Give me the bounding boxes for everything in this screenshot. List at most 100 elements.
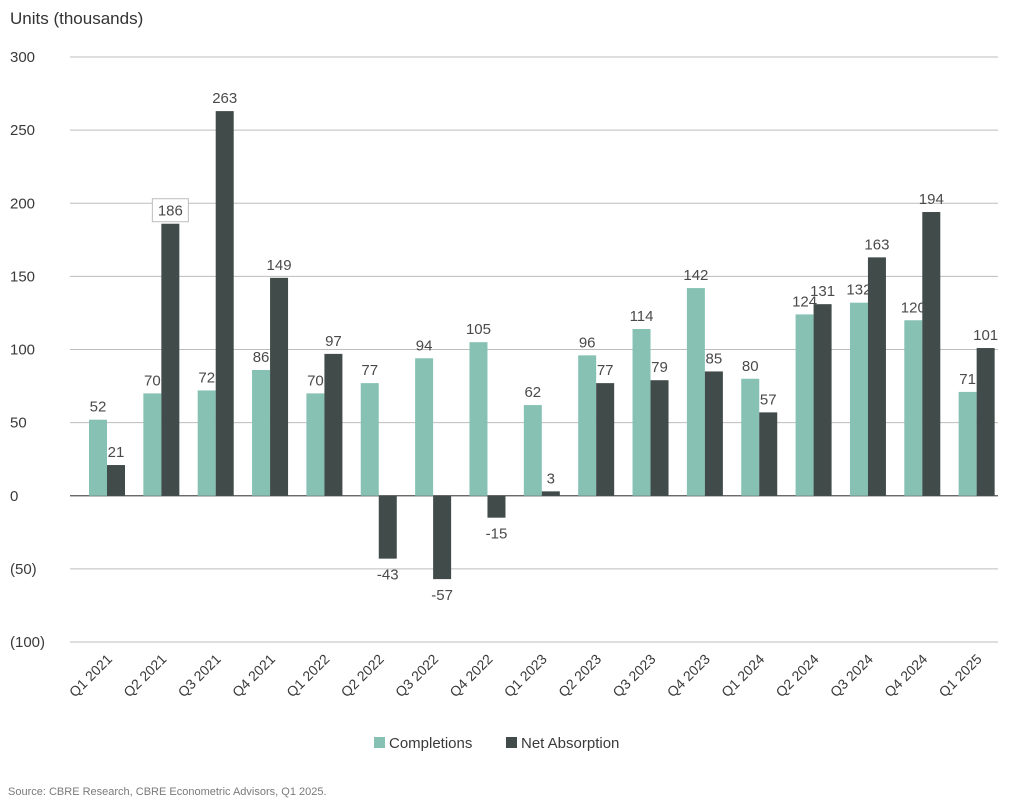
completions-bar bbox=[523, 405, 542, 496]
y-tick-label: 250 bbox=[10, 122, 35, 139]
data-label: 85 bbox=[706, 350, 723, 367]
data-label: 131 bbox=[810, 283, 835, 300]
data-label: -57 bbox=[431, 587, 453, 604]
completions-bar bbox=[741, 378, 760, 496]
data-label: 52 bbox=[90, 399, 107, 416]
bars bbox=[89, 111, 995, 580]
net-absorption-bar bbox=[324, 353, 343, 496]
data-label: 71 bbox=[959, 371, 976, 388]
completions-bar bbox=[632, 329, 651, 496]
data-label: 114 bbox=[630, 308, 654, 325]
y-axis-title: Units (thousands) bbox=[10, 9, 143, 28]
net-absorption-legend-swatch bbox=[506, 737, 517, 748]
completions-bar bbox=[686, 288, 705, 496]
legend-label: Net Absorption bbox=[521, 735, 619, 752]
data-label: -15 bbox=[486, 526, 508, 543]
data-label: 142 bbox=[683, 267, 708, 284]
completions-bar bbox=[578, 355, 597, 496]
y-tick-label: 150 bbox=[10, 268, 35, 285]
completions-bar bbox=[306, 393, 325, 496]
data-label: -43 bbox=[377, 567, 399, 584]
completions-bar bbox=[89, 419, 107, 496]
net-absorption-bar bbox=[976, 348, 995, 496]
source-note: Source: CBRE Research, CBRE Econometric … bbox=[8, 786, 327, 798]
data-label: 86 bbox=[253, 349, 270, 366]
data-label: 79 bbox=[651, 359, 668, 376]
x-tick-label: Q3 2022 bbox=[392, 651, 441, 700]
completions-legend-swatch bbox=[374, 737, 385, 748]
x-tick-label: Q4 2022 bbox=[446, 651, 495, 700]
data-label: 94 bbox=[416, 337, 433, 354]
data-label: 263 bbox=[212, 90, 237, 107]
y-tick-label: (50) bbox=[10, 561, 37, 578]
net-absorption-bar bbox=[270, 277, 289, 496]
data-label: 57 bbox=[760, 391, 777, 408]
net-absorption-bar bbox=[487, 495, 506, 518]
x-tick-label: Q4 2021 bbox=[229, 651, 278, 700]
y-tick-label: 100 bbox=[10, 342, 35, 359]
net-absorption-bar bbox=[433, 495, 452, 580]
data-label: 62 bbox=[524, 384, 541, 401]
data-label: 101 bbox=[973, 327, 998, 344]
data-label: 72 bbox=[198, 369, 215, 386]
completions-bar bbox=[360, 383, 379, 496]
net-absorption-bar bbox=[378, 495, 397, 559]
x-tick-label: Q3 2021 bbox=[175, 651, 224, 700]
data-label: 194 bbox=[919, 191, 944, 208]
data-label: 3 bbox=[547, 470, 555, 487]
data-label: 132 bbox=[846, 282, 871, 299]
net-absorption-bar bbox=[161, 223, 180, 496]
bar-chart: Units (thousands) 300 250 200 150 100 50 0 (50)… bbox=[10, 9, 999, 752]
data-label: 77 bbox=[361, 362, 378, 379]
x-tick-label: Q1 2022 bbox=[283, 651, 332, 700]
completions-bar bbox=[415, 358, 434, 496]
completions-bar bbox=[795, 314, 814, 496]
x-axis-ticks: Q1 2021 Q2 2021 Q3 2021 Q4 2021 Q1 2022 Q2 20… bbox=[66, 651, 985, 700]
data-label: 97 bbox=[325, 333, 342, 350]
y-tick-label: 300 bbox=[10, 49, 35, 66]
net-absorption-bar bbox=[759, 412, 778, 496]
net-absorption-bar bbox=[215, 111, 234, 496]
y-tick-label: 50 bbox=[10, 415, 27, 432]
data-label: 120 bbox=[901, 299, 926, 316]
legend-label: Completions bbox=[389, 735, 472, 752]
y-tick-label: 0 bbox=[10, 488, 18, 505]
data-label: 124 bbox=[792, 293, 817, 310]
data-label: 96 bbox=[579, 334, 596, 351]
net-absorption-bar bbox=[596, 383, 615, 496]
net-absorption-bar bbox=[650, 380, 669, 496]
x-tick-label: Q1 2021 bbox=[66, 651, 115, 700]
x-tick-label: Q2 2024 bbox=[772, 651, 821, 700]
x-tick-label: Q2 2023 bbox=[555, 651, 604, 700]
data-label: 80 bbox=[742, 358, 759, 375]
x-tick-label: Q3 2023 bbox=[609, 651, 658, 700]
legend: Completions Net Absorption bbox=[374, 735, 619, 752]
y-axis-ticks: 300 250 200 150 100 50 0 (50) (100) bbox=[10, 49, 45, 651]
completions-bar bbox=[958, 391, 977, 496]
net-absorption-bar bbox=[704, 371, 723, 496]
net-absorption-bar bbox=[922, 212, 941, 496]
x-tick-label: Q4 2024 bbox=[881, 651, 930, 700]
data-labels: 52 21 70 186 72 263 86 149 70 97 77 -43 94 -57 105 -15 6… bbox=[90, 90, 999, 604]
data-label: 21 bbox=[108, 444, 125, 461]
data-label: 70 bbox=[307, 372, 324, 389]
highlight-box bbox=[151, 198, 189, 223]
y-tick-label: (100) bbox=[10, 634, 45, 651]
data-label: 149 bbox=[267, 257, 292, 274]
net-absorption-bar bbox=[541, 491, 560, 496]
net-absorption-bar bbox=[867, 257, 886, 496]
completions-bar bbox=[904, 320, 923, 496]
net-absorption-bar bbox=[813, 304, 832, 496]
x-tick-label: Q2 2021 bbox=[120, 651, 169, 700]
x-tick-label: Q2 2022 bbox=[338, 651, 387, 700]
net-absorption-bar bbox=[107, 465, 125, 496]
y-tick-label: 200 bbox=[10, 195, 35, 212]
data-label: 70 bbox=[144, 372, 161, 389]
x-tick-label: Q1 2025 bbox=[935, 651, 984, 700]
data-label: 105 bbox=[466, 321, 491, 338]
completions-bar bbox=[143, 393, 162, 496]
data-label: 163 bbox=[864, 236, 889, 253]
x-tick-label: Q1 2023 bbox=[501, 651, 550, 700]
x-tick-label: Q1 2024 bbox=[718, 651, 767, 700]
data-label: 186 bbox=[158, 203, 183, 220]
